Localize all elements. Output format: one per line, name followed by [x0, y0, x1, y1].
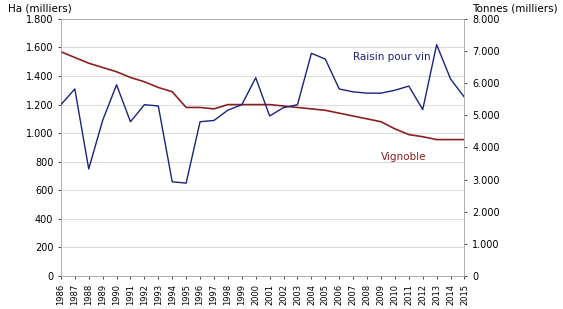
Text: Vignoble: Vignoble — [381, 152, 427, 162]
Text: Tonnes (milliers): Tonnes (milliers) — [472, 4, 558, 14]
Text: Raisin pour vin: Raisin pour vin — [353, 53, 431, 62]
Text: Ha (milliers): Ha (milliers) — [8, 4, 72, 14]
